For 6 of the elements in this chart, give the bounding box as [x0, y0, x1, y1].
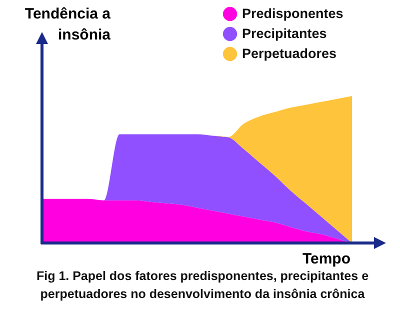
- caption: Fig 1. Papel dos fatores predisponentes, precipitantes e perpetuadores no desenvolvimento da insônia crônica: [35, 268, 370, 303]
- legend-label: Predisponentes: [242, 6, 344, 21]
- x-axis-title: Tempo: [302, 250, 350, 268]
- y-axis-title: Tendência a insônia: [24, 6, 112, 44]
- legend-label: Perpetuadores: [242, 46, 337, 61]
- legend-label: Precipitantes: [242, 26, 327, 41]
